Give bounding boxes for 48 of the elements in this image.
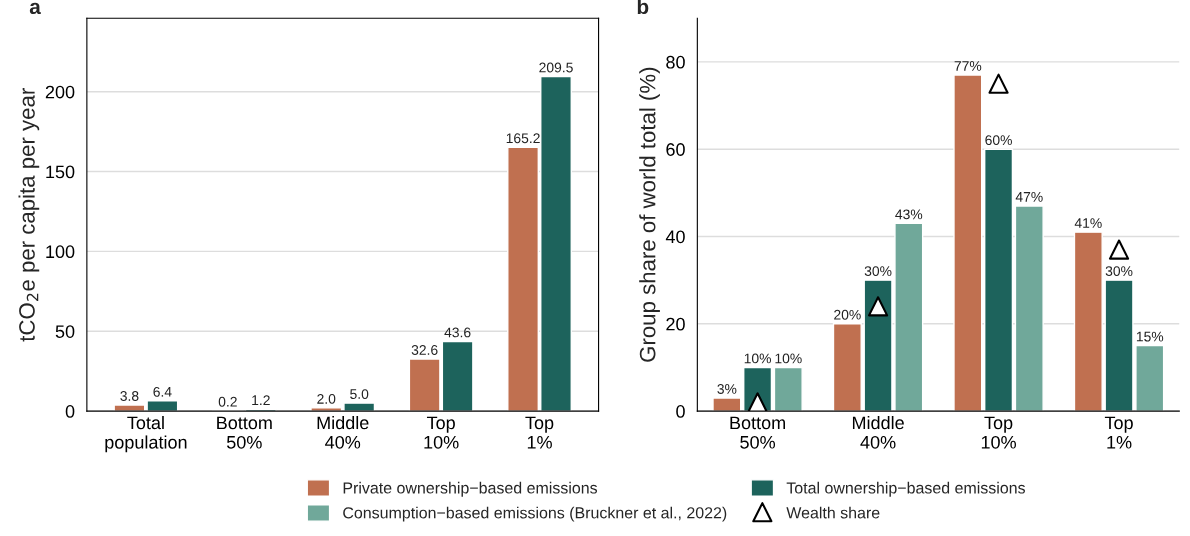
data-label: 41% [1074,218,1102,228]
data-label: 0.2 [218,396,237,407]
data-label: 1.2 [252,395,270,405]
legend-label: Total ownership−based emissions [786,481,1025,497]
y-tick-label: 150 [46,165,75,179]
data-label: 30% [1105,266,1133,277]
y-tick-label: 100 [46,245,75,259]
data-label: 2.0 [317,393,336,404]
data-label: 47% [1015,192,1043,202]
y-tick-label: 40 [665,230,685,244]
data-label: 32.6 [411,345,438,355]
y-tick-label: 50 [55,325,75,338]
data-label: 5.0 [350,389,369,399]
data-label: 165.2 [506,133,540,144]
y-tick-label: 80 [666,55,685,69]
y-axis-title: Group share of world total (%) [639,67,660,362]
x-tick-label: Bottom 50% [730,416,785,449]
legend-label: Private ownership−based emissions [343,481,598,497]
x-tick-label: Top 10% [424,416,459,449]
data-label: 10% [744,353,771,364]
data-label: 60% [985,135,1012,146]
x-tick-label: Bottom 50% [217,416,272,449]
y-tick-label: 20 [666,317,685,331]
x-tick-label: Total population [105,415,187,453]
data-label: 10% [775,353,802,364]
y-axis-title: tCO$_{2}$e per capita per year [18,88,40,342]
data-label: 20% [834,309,861,320]
data-label: 30% [864,266,892,277]
y-tick-label: 60 [666,143,685,156]
data-label: 43.6 [444,327,471,338]
x-tick-label: Middle 40% [317,415,369,449]
chart-title: a [29,2,41,15]
data-label: 15% [1136,331,1164,342]
data-label: 77% [954,61,982,71]
y-tick-label: 0 [676,405,685,418]
y-tick-label: 0 [65,405,75,418]
data-label: 209.5 [539,62,573,73]
data-label: 6.4 [153,386,172,397]
data-label: 3.8 [120,391,139,401]
data-label: 43% [895,209,923,220]
x-tick-label: Top 1% [1104,416,1133,449]
x-tick-label: Middle 40% [852,415,904,449]
x-tick-label: Top 1% [525,416,554,449]
y-tick-label: 200 [45,85,75,99]
legend-label: Consumption−based emissions (Bruckner et al., 2022) [343,506,727,522]
x-tick-label: Top 10% [981,416,1016,449]
data-label: 3% [717,384,737,394]
legend-label: Wealth share [786,506,880,519]
